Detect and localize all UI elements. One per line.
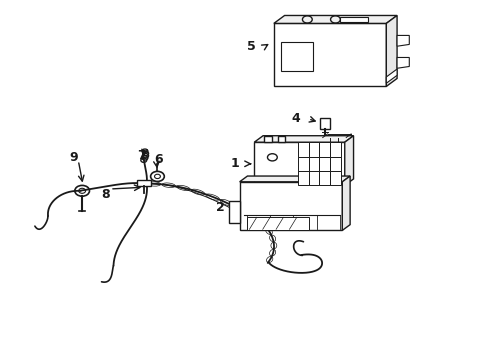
Bar [297, 171, 308, 185]
Bar [137, 180, 151, 186]
Polygon shape [239, 176, 349, 182]
Text: 3: 3 [286, 138, 295, 151]
Text: 1: 1 [230, 157, 239, 170]
Text: 4: 4 [291, 112, 300, 125]
Text: 5: 5 [247, 40, 256, 53]
Bar [308, 157, 319, 171]
Text: 8: 8 [101, 188, 109, 201]
Bar [329, 142, 341, 157]
Bar [273, 23, 386, 86]
Bar [281, 42, 312, 71]
Bar [319, 157, 329, 171]
Bar [297, 157, 308, 171]
Bar [339, 18, 367, 22]
Bar [329, 171, 341, 185]
Bar [297, 142, 308, 157]
Polygon shape [386, 69, 396, 83]
Bar [319, 142, 329, 157]
Bar [277, 136, 285, 142]
Polygon shape [342, 176, 349, 230]
Text: 2: 2 [215, 201, 224, 213]
Text: 9: 9 [69, 151, 78, 164]
Polygon shape [386, 15, 396, 86]
Bar [239, 182, 342, 230]
Bar [308, 142, 319, 157]
Bar [319, 171, 329, 185]
Polygon shape [396, 35, 408, 46]
Bar [320, 118, 329, 129]
Polygon shape [396, 58, 408, 68]
Polygon shape [254, 136, 353, 142]
Polygon shape [273, 15, 396, 23]
Bar [228, 201, 239, 223]
Bar [264, 136, 271, 142]
Bar [246, 217, 308, 230]
Text: 7: 7 [137, 149, 146, 162]
Bar [322, 138, 346, 148]
Text: 6: 6 [154, 153, 163, 166]
Bar [308, 171, 319, 185]
Bar [329, 157, 341, 171]
Bar [254, 142, 344, 185]
Polygon shape [344, 136, 353, 185]
